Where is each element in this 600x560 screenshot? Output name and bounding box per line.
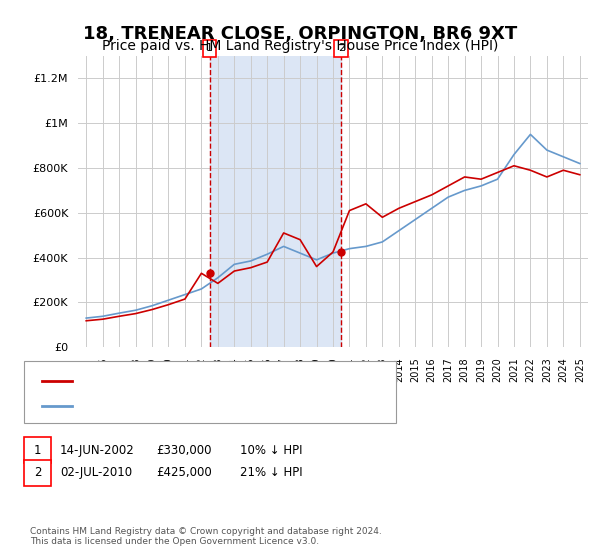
Text: Price paid vs. HM Land Registry's House Price Index (HPI): Price paid vs. HM Land Registry's House … xyxy=(102,39,498,53)
Text: 10% ↓ HPI: 10% ↓ HPI xyxy=(240,444,302,457)
Text: 18, TRENEAR CLOSE, ORPINGTON, BR6 9XT: 18, TRENEAR CLOSE, ORPINGTON, BR6 9XT xyxy=(83,25,517,43)
Text: 1: 1 xyxy=(34,444,41,457)
Bar xyxy=(209,56,341,347)
Text: 2: 2 xyxy=(338,43,345,53)
Text: £425,000: £425,000 xyxy=(156,466,212,479)
Text: 18, TRENEAR CLOSE, ORPINGTON, BR6 9XT (detached house): 18, TRENEAR CLOSE, ORPINGTON, BR6 9XT (d… xyxy=(78,376,398,386)
Text: 14-JUN-2002: 14-JUN-2002 xyxy=(60,444,135,457)
Text: 2: 2 xyxy=(34,466,41,479)
Text: 21% ↓ HPI: 21% ↓ HPI xyxy=(240,466,302,479)
Text: £330,000: £330,000 xyxy=(156,444,212,457)
Text: Contains HM Land Registry data © Crown copyright and database right 2024.
This d: Contains HM Land Registry data © Crown c… xyxy=(30,526,382,546)
Text: HPI: Average price, detached house, Bromley: HPI: Average price, detached house, Brom… xyxy=(78,401,314,411)
Text: 02-JUL-2010: 02-JUL-2010 xyxy=(60,466,132,479)
Text: 1: 1 xyxy=(206,43,213,53)
